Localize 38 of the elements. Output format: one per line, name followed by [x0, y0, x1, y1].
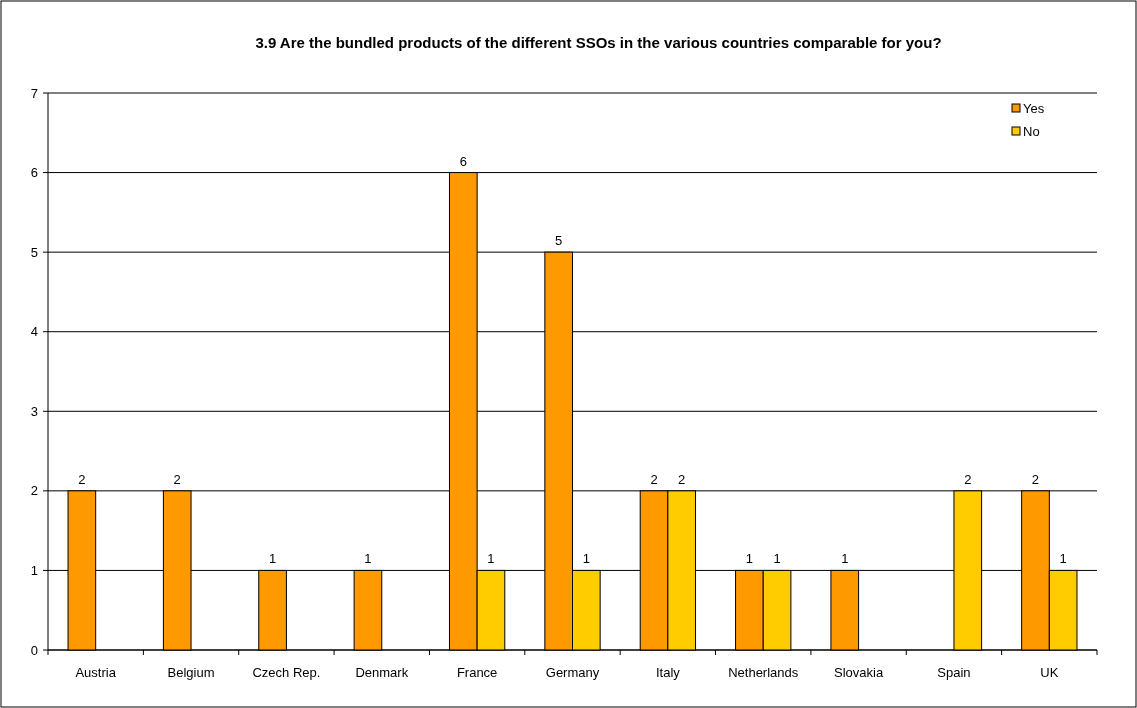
- y-tick-label: 2: [30, 483, 38, 499]
- y-tick-label: 5: [30, 244, 38, 260]
- y-tick-label: 7: [30, 85, 38, 101]
- x-tick-label: Italy: [655, 665, 681, 680]
- data-label: 1: [268, 551, 277, 567]
- data-label: 2: [678, 471, 686, 487]
- x-tick-label: Germany: [545, 665, 600, 680]
- y-tick-label: 6: [30, 165, 38, 181]
- y-tick-label: 3: [30, 403, 38, 419]
- data-label: 2: [650, 471, 658, 487]
- data-label: 1: [841, 551, 849, 567]
- data-label: 1: [487, 551, 495, 567]
- chart-title: 3.9 Are the bundled products of the different SSOs in the various countries comparable for you?: [255, 34, 942, 51]
- data-label: 1: [364, 551, 372, 567]
- data-label: 1: [773, 551, 781, 567]
- data-label: 2: [964, 471, 972, 487]
- x-tick-label: France: [456, 665, 498, 680]
- data-label: 2: [1031, 471, 1040, 487]
- x-tick-label: Belgium: [167, 665, 215, 680]
- y-tick-label: 0: [30, 642, 38, 658]
- data-label: 1: [582, 551, 590, 567]
- y-tick-label: 1: [30, 562, 38, 578]
- x-tick-label: Netherlands: [728, 665, 799, 680]
- legend-label: No: [1023, 123, 1040, 139]
- data-label: 5: [555, 233, 563, 249]
- x-tick-label: Denmark: [355, 665, 409, 680]
- data-label: 1: [745, 551, 754, 567]
- x-tick-label: UK: [1040, 665, 1059, 680]
- y-tick-label: 4: [30, 324, 38, 340]
- x-tick-label: Czech Rep.: [252, 665, 321, 680]
- x-tick-label: Spain: [937, 665, 971, 680]
- data-label: 2: [78, 471, 86, 487]
- data-label: 2: [173, 471, 181, 487]
- data-label: 6: [459, 153, 467, 169]
- data-label: 1: [1059, 551, 1067, 567]
- x-tick-label: Slovakia: [834, 665, 884, 680]
- x-tick-label: Austria: [75, 665, 117, 680]
- legend-label: Yes: [1023, 100, 1045, 116]
